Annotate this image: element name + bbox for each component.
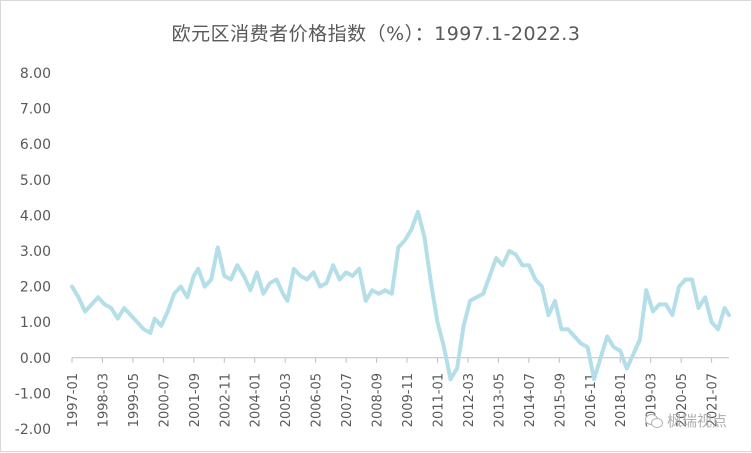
x-tick-label: 2012-03 (462, 373, 477, 427)
x-tick-label: 2008-09 (371, 373, 386, 427)
y-tick-label: 6.00 (20, 137, 51, 153)
x-tick-label: 2000-07 (157, 373, 172, 427)
x-tick-label: 2014-07 (523, 373, 538, 427)
x-tick-label: 2001-09 (188, 373, 203, 427)
y-tick-label: 0.00 (20, 351, 51, 367)
chart-title: 欧元区消费者价格指数（%）：1997.1-2022.3 (171, 23, 581, 45)
y-tick-label: -1.00 (15, 386, 51, 402)
x-tick-label: 2018-01 (614, 373, 629, 427)
watermark-text: 枫瑞视点 (666, 412, 727, 430)
y-tick-label: 7.00 (20, 102, 51, 118)
y-tick-label: 5.00 (20, 173, 51, 189)
x-tick-label: 2002-11 (218, 373, 233, 427)
x-tick-label: 2015-09 (553, 373, 568, 427)
y-tick-label: 8.00 (20, 66, 51, 82)
x-tick-label: 2009-11 (401, 373, 416, 427)
x-tick-label: 2016-11 (584, 373, 599, 427)
x-tick-label: 1998-03 (96, 373, 111, 427)
x-tick-label: 2006-05 (310, 373, 325, 427)
watermark: 枫瑞视点 (644, 410, 727, 431)
y-tick-label: 2.00 (20, 280, 51, 296)
y-tick-label: 4.00 (20, 208, 51, 224)
x-tick-label: 1999-05 (127, 373, 142, 427)
x-tick-label: 1997-01 (66, 373, 81, 427)
x-tick-label: 2013-05 (492, 373, 507, 427)
cpi-series-line (70, 209, 731, 382)
x-tick-label: 2011-01 (431, 373, 446, 427)
x-tick-label: 2020-05 (675, 373, 690, 427)
x-tick-label: 2005-03 (279, 373, 294, 427)
x-tick-label: 2021-07 (706, 373, 721, 427)
y-tick-label: 1.00 (20, 315, 51, 331)
y-tick-label: 3.00 (20, 244, 51, 260)
x-tick-label: 2007-07 (340, 373, 355, 427)
x-tick-label: 2004-01 (249, 373, 264, 427)
y-tick-label: -2.00 (15, 422, 51, 438)
wechat-icon (644, 413, 663, 428)
